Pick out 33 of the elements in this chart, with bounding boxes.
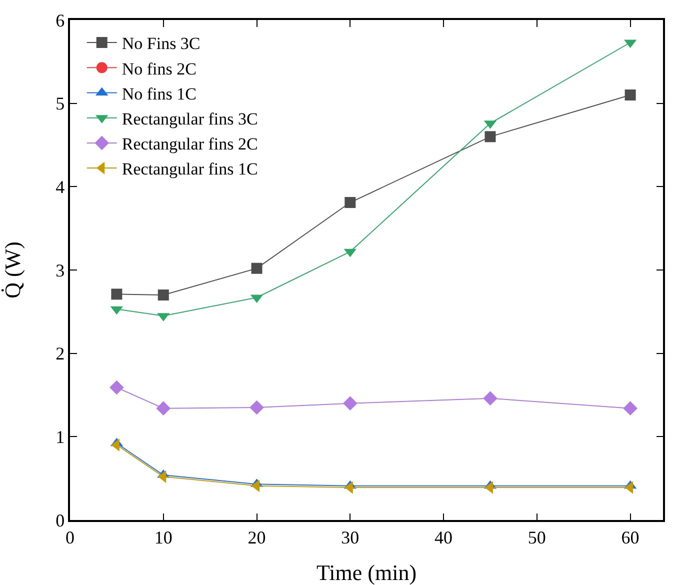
y-tick-label: 5 [56,94,65,114]
x-tick-label: 40 [434,527,453,548]
x-tick-label: 30 [341,527,360,548]
y-tick-label: 3 [56,260,65,280]
legend-label: Rectangular fins 1C [122,160,258,179]
x-axis-title: Time (min) [316,560,417,585]
y-tick-label: 2 [56,344,65,364]
point [111,288,122,300]
point [344,197,356,208]
point [110,380,124,395]
legend-label: No fins 2C [122,59,196,78]
x-tick-label: 20 [248,527,266,548]
legend-label: No Fins 3C [122,34,200,54]
y-axis-title: Q̇ (W) [0,242,25,298]
point [251,262,262,274]
y-tick-label: 1 [56,426,65,447]
legend-label: Rectangular fins 3C [122,109,258,128]
point [250,400,264,415]
x-tick-label: 50 [528,527,546,548]
point [156,401,171,416]
legend-label: Rectangular fins 2C [122,134,258,154]
y-tick-label: 6 [56,10,65,30]
x-tick-label: 10 [154,527,172,548]
point [483,391,498,406]
point [484,131,496,142]
x-tick-label: 60 [621,527,640,548]
point [624,90,636,100]
point [623,401,638,416]
y-tick-label: 4 [56,176,65,197]
y-tick-label: 0 [56,510,65,530]
legend-label: No fins 1C [122,84,196,104]
point [158,290,169,300]
point [343,396,358,410]
